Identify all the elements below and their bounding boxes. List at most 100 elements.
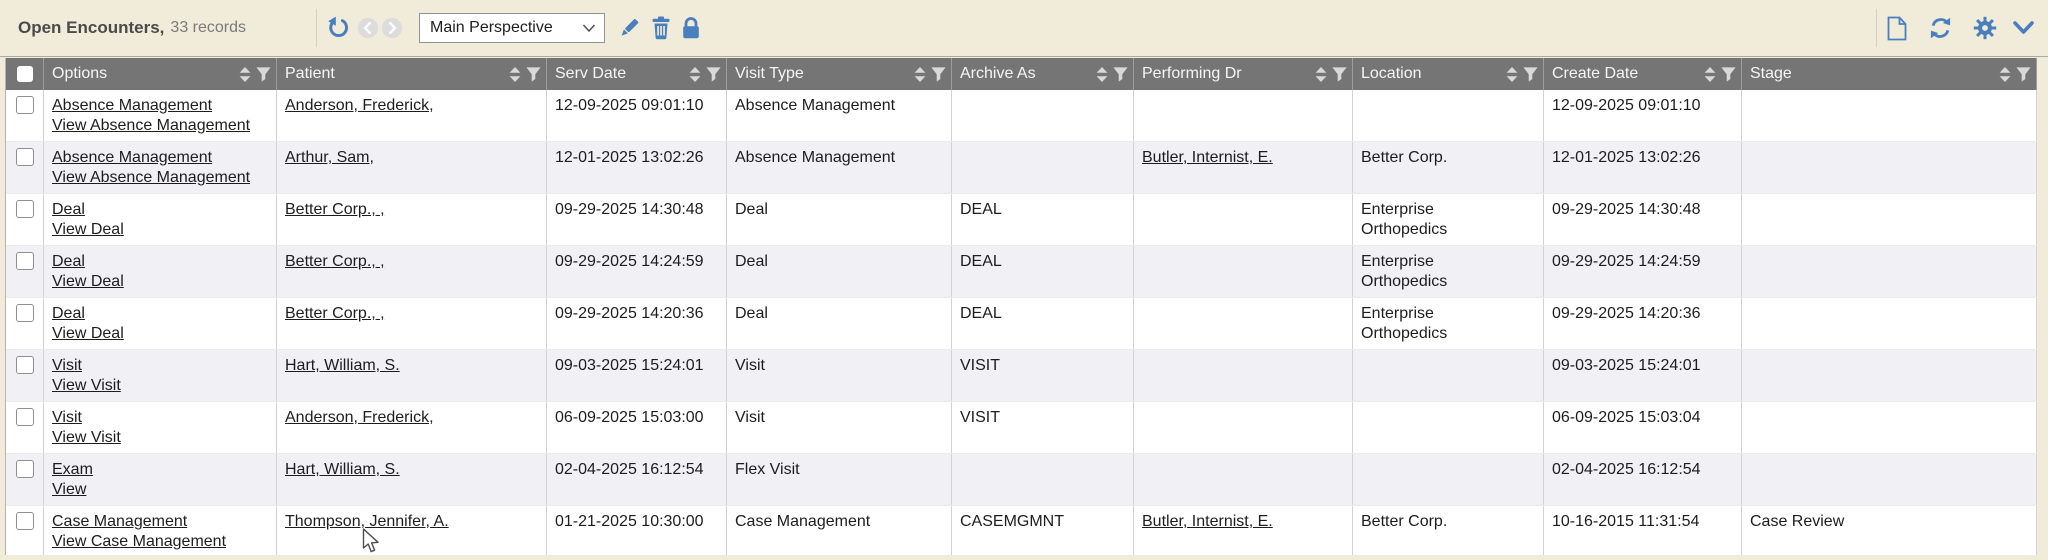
- cell-patient: Hart, William, S.: [277, 454, 547, 505]
- encounter-type-link[interactable]: Deal: [52, 201, 85, 218]
- performing-dr-link[interactable]: Butler, Internist, E.: [1142, 513, 1273, 530]
- cell-stage: [1742, 194, 2037, 245]
- nav-forward-icon[interactable]: [381, 17, 403, 39]
- view-encounter-link[interactable]: View Visit: [52, 429, 121, 446]
- row-checkbox[interactable]: [15, 148, 34, 166]
- column-header-performing-dr[interactable]: Performing Dr: [1134, 58, 1353, 90]
- edit-pencil-icon[interactable]: [617, 16, 641, 40]
- view-encounter-link[interactable]: View Deal: [52, 325, 124, 342]
- cell-archive-as: VISIT: [952, 402, 1134, 453]
- lock-icon[interactable]: [680, 16, 702, 40]
- collapse-chevron-icon[interactable]: [2011, 18, 2036, 38]
- view-encounter-link[interactable]: View Deal: [52, 273, 124, 290]
- cell-archive-as: [952, 142, 1134, 193]
- encounter-type-link[interactable]: Exam: [52, 461, 93, 478]
- filter-funnel-icon[interactable]: [1523, 66, 1538, 82]
- row-checkbox[interactable]: [15, 460, 34, 478]
- column-header-patient[interactable]: Patient: [277, 58, 547, 90]
- column-header-archive-as[interactable]: Archive As: [952, 58, 1134, 90]
- encounter-type-link[interactable]: Case Management: [52, 513, 188, 530]
- new-document-icon[interactable]: [1886, 16, 1908, 41]
- location-value: Enterprise Orthopedics: [1361, 253, 1448, 290]
- table-row: Absence Management View Absence Managemen…: [6, 90, 2037, 142]
- patient-link[interactable]: Arthur, Sam,: [285, 149, 374, 166]
- cell-create-date: 10-16-2015 11:31:54: [1544, 506, 1742, 555]
- filter-funnel-icon[interactable]: [256, 66, 271, 82]
- patient-link[interactable]: Thompson, Jennifer, A.: [285, 513, 449, 530]
- encounter-type-link[interactable]: Absence Management: [52, 97, 213, 114]
- view-encounter-link[interactable]: View Absence Management: [52, 169, 251, 186]
- patient-link[interactable]: Anderson, Frederick,: [285, 409, 434, 426]
- column-header-location[interactable]: Location: [1353, 58, 1544, 90]
- patient-link[interactable]: Better Corp., ,: [285, 201, 385, 218]
- patient-link[interactable]: Hart, William, S.: [285, 357, 400, 374]
- sort-icon[interactable]: [1315, 66, 1327, 82]
- refresh-icon[interactable]: [1928, 16, 1953, 40]
- create-date-value: 12-01-2025 13:02:26: [1552, 149, 1701, 166]
- stage-value: Case Review: [1750, 513, 1845, 530]
- performing-dr-link[interactable]: Butler, Internist, E.: [1142, 149, 1273, 166]
- serv-date-value: 12-09-2025 09:01:10: [555, 97, 704, 114]
- patient-link[interactable]: Better Corp., ,: [285, 305, 385, 322]
- select-all-checkbox[interactable]: [16, 66, 33, 82]
- cell-visit-type: Deal: [727, 194, 952, 245]
- cell-patient: Anderson, Frederick,: [277, 402, 547, 453]
- filter-funnel-icon[interactable]: [931, 66, 946, 82]
- sort-icon[interactable]: [1704, 66, 1716, 82]
- filter-funnel-icon[interactable]: [1721, 66, 1736, 82]
- sort-icon[interactable]: [509, 66, 521, 82]
- location-value: Better Corp.: [1361, 149, 1448, 166]
- row-checkbox[interactable]: [15, 408, 34, 426]
- patient-link[interactable]: Anderson, Frederick,: [285, 97, 434, 114]
- header-icons: [689, 66, 721, 82]
- cell-patient: Better Corp., ,: [277, 194, 547, 245]
- view-encounter-link[interactable]: View Case Management: [52, 533, 227, 550]
- encounter-type-link[interactable]: Deal: [52, 305, 85, 322]
- filter-funnel-icon[interactable]: [526, 66, 541, 82]
- nav-back-icon[interactable]: [357, 17, 379, 39]
- column-header-options[interactable]: Options: [44, 58, 277, 90]
- toolbar: Open Encounters, 33 records Main Perspec…: [0, 0, 2048, 57]
- cell-serv-date: 02-04-2025 16:12:54: [547, 454, 727, 505]
- sort-icon[interactable]: [1096, 66, 1108, 82]
- column-header-serv-date[interactable]: Serv Date: [547, 58, 727, 90]
- row-checkbox[interactable]: [15, 96, 34, 114]
- sort-icon[interactable]: [914, 66, 926, 82]
- row-checkbox[interactable]: [15, 200, 34, 218]
- encounter-type-link[interactable]: Absence Management: [52, 149, 213, 166]
- encounter-type-link[interactable]: Visit: [52, 357, 82, 374]
- filter-funnel-icon[interactable]: [2016, 66, 2031, 82]
- sort-icon[interactable]: [239, 66, 251, 82]
- undo-icon[interactable]: [326, 16, 350, 40]
- sort-icon[interactable]: [689, 66, 701, 82]
- view-encounter-link[interactable]: View: [52, 481, 87, 498]
- sort-icon[interactable]: [1506, 66, 1518, 82]
- settings-gear-icon[interactable]: [1973, 16, 1997, 40]
- cell-archive-as: [952, 90, 1134, 141]
- view-encounter-link[interactable]: View Deal: [52, 221, 124, 238]
- column-header-create-date[interactable]: Create Date: [1544, 58, 1742, 90]
- column-header-visit-type[interactable]: Visit Type: [727, 58, 952, 90]
- filter-funnel-icon[interactable]: [1332, 66, 1347, 82]
- row-checkbox[interactable]: [15, 252, 34, 270]
- perspective-select[interactable]: Main Perspective: [419, 13, 606, 43]
- cell-visit-type: Visit: [727, 350, 952, 401]
- cell-patient: Thompson, Jennifer, A.: [277, 506, 547, 555]
- view-encounter-link[interactable]: View Visit: [52, 377, 121, 394]
- filter-funnel-icon[interactable]: [706, 66, 721, 82]
- visit-type-value: Case Management: [735, 513, 871, 530]
- row-checkbox[interactable]: [15, 512, 34, 530]
- sort-icon[interactable]: [1999, 66, 2011, 82]
- row-checkbox[interactable]: [15, 356, 34, 374]
- encounter-type-link[interactable]: Deal: [52, 253, 85, 270]
- delete-trash-icon[interactable]: [650, 16, 672, 40]
- filter-funnel-icon[interactable]: [1113, 66, 1128, 82]
- patient-link[interactable]: Hart, William, S.: [285, 461, 400, 478]
- grid-header-row: Options Patient Serv Date Visit Type Archive…: [6, 58, 2037, 90]
- view-encounter-link[interactable]: View Absence Management: [52, 117, 251, 134]
- patient-link[interactable]: Better Corp., ,: [285, 253, 385, 270]
- row-checkbox[interactable]: [15, 304, 34, 322]
- column-header-stage[interactable]: Stage: [1742, 58, 2037, 90]
- encounter-type-link[interactable]: Visit: [52, 409, 82, 426]
- archive-as-value: DEAL: [960, 305, 1002, 322]
